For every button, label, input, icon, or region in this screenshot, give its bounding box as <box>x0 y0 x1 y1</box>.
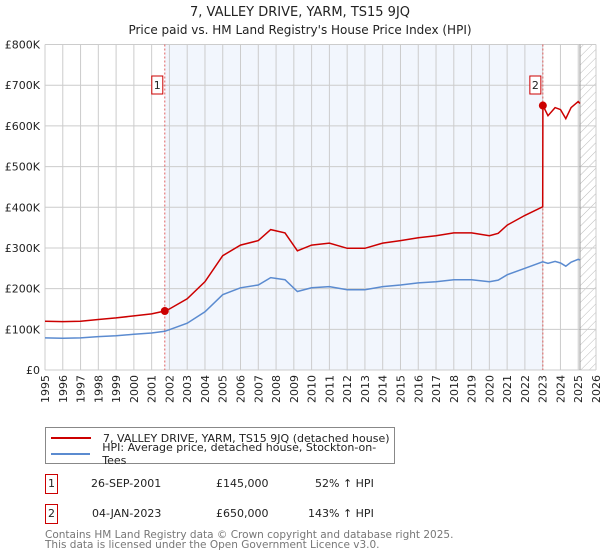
y-tick-label: £800K <box>5 39 41 52</box>
legend: 7, VALLEY DRIVE, YARM, TS15 9JQ (detache… <box>45 427 395 467</box>
transaction-hpi: 52% ↑ HPI <box>315 477 374 490</box>
legend-item-hpi: HPI: Average price, detached house, Stoc… <box>51 441 394 467</box>
y-tick-label: £500K <box>5 161 41 174</box>
footer-copyright: Contains HM Land Registry data © Crown c… <box>45 529 454 541</box>
chart-subtitle: Price paid vs. HM Land Registry's House … <box>128 23 471 37</box>
transaction-row: 2 04-JAN-2023 £650,000 143% ↑ HPI <box>45 504 445 524</box>
x-tick-label: 2024 <box>554 375 567 403</box>
x-tick-label: 2018 <box>448 375 461 403</box>
x-tick-label: 2001 <box>146 375 159 403</box>
x-tick-label: 2010 <box>306 375 319 403</box>
transaction-date: 26-SEP-2001 <box>91 477 162 490</box>
chart-title: 7, VALLEY DRIVE, YARM, TS15 9JQ <box>190 5 410 20</box>
sale-point <box>160 307 169 316</box>
x-tick-label: 2003 <box>181 375 194 403</box>
sale-label-box <box>151 75 164 95</box>
transaction-price: £145,000 <box>216 477 269 490</box>
x-tick-label: 2019 <box>466 375 479 403</box>
x-tick-label: 1998 <box>92 375 105 403</box>
x-tick-label: 1995 <box>39 375 52 403</box>
x-tick-label: 2014 <box>377 375 390 403</box>
transaction-badge: 2 <box>45 504 58 524</box>
x-tick-label: 2009 <box>288 375 301 403</box>
y-tick-label: £0 <box>26 364 40 377</box>
x-tick-label: 2007 <box>252 375 265 403</box>
transaction-badge: 1 <box>45 474 58 494</box>
transaction-row: 1 26-SEP-2001 £145,000 52% ↑ HPI <box>45 474 445 494</box>
price-chart: 7, VALLEY DRIVE, YARM, TS15 9JQ Price pa… <box>5 5 600 403</box>
sale-label: 2 <box>532 79 539 92</box>
hpi-line <box>44 258 581 340</box>
x-tick-label: 2012 <box>341 375 354 403</box>
y-tick-label: £400K <box>5 201 41 214</box>
x-tick-label: 2000 <box>128 375 141 403</box>
x-tick-label: 2020 <box>483 375 496 403</box>
x-tick-label: 2017 <box>430 375 443 403</box>
x-tick-label: 2022 <box>519 375 532 403</box>
x-tick-label: 1996 <box>57 375 70 403</box>
footer: Contains HM Land Registry data © Crown c… <box>45 529 454 551</box>
x-tick-label: 1997 <box>75 375 88 403</box>
x-tick-label: 2021 <box>501 375 514 403</box>
x-tick-label: 2008 <box>270 375 283 403</box>
y-tick-label: £100K <box>5 323 41 336</box>
x-tick-label: 2011 <box>323 375 336 403</box>
legend-label: HPI: Average price, detached house, Stoc… <box>102 441 377 467</box>
x-tick-label: 2002 <box>163 375 176 403</box>
y-tick-label: £600K <box>5 120 41 133</box>
transaction-price: £650,000 <box>216 507 269 520</box>
x-tick-label: 2006 <box>235 375 248 403</box>
y-tick-label: £200K <box>5 283 41 296</box>
y-tick-label: £700K <box>5 79 41 92</box>
legend-swatch-red <box>51 437 91 439</box>
sale-label: 1 <box>154 79 161 92</box>
transaction-date: 04-JAN-2023 <box>92 507 162 520</box>
x-tick-label: 1999 <box>110 375 123 403</box>
x-tick-label: 2025 <box>572 375 585 403</box>
x-tick-label: 2005 <box>217 375 230 403</box>
property-price-line <box>44 100 581 323</box>
x-tick-label: 2026 <box>590 375 600 403</box>
x-tick-label: 2015 <box>394 375 407 403</box>
y-tick-label: £300K <box>5 242 41 255</box>
sale-label-box <box>529 75 542 95</box>
x-tick-label: 2023 <box>537 375 550 403</box>
x-tick-label: 2004 <box>199 375 212 403</box>
legend-swatch-blue <box>51 453 91 455</box>
x-tick-label: 2013 <box>359 375 372 403</box>
sale-point <box>538 101 547 110</box>
x-tick-label: 2016 <box>412 375 425 403</box>
legend-label: 7, VALLEY DRIVE, YARM, TS15 9JQ (detache… <box>103 431 390 445</box>
footer-licence: This data is licensed under the Open Gov… <box>45 539 380 551</box>
transaction-hpi: 143% ↑ HPI <box>308 507 374 520</box>
legend-item-property: 7, VALLEY DRIVE, YARM, TS15 9JQ (detache… <box>51 431 390 445</box>
